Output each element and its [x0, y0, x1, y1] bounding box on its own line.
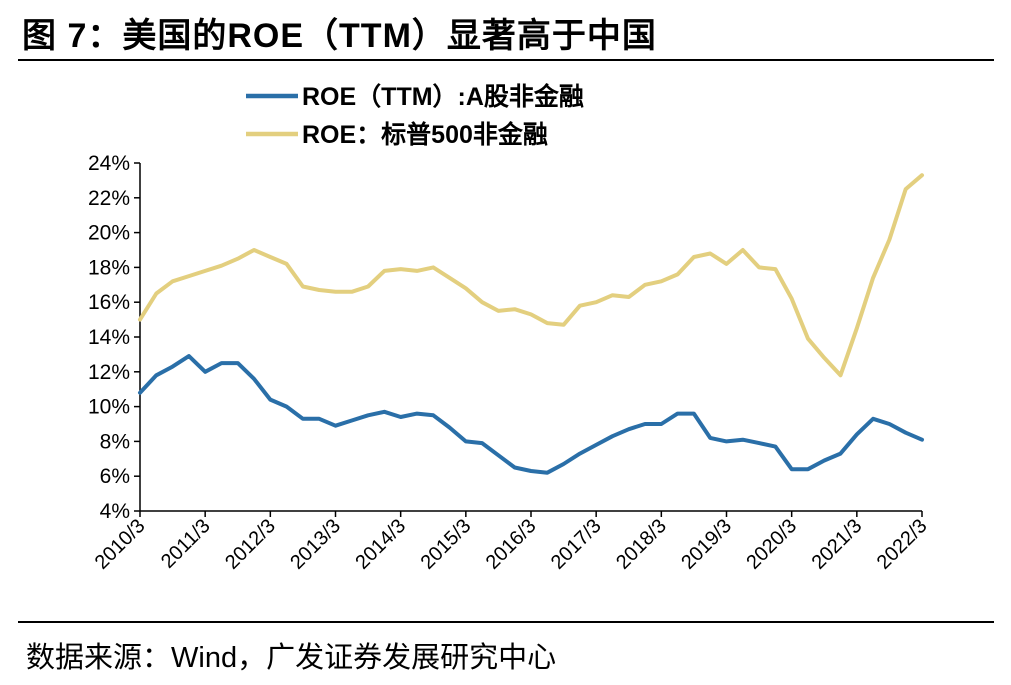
bottom-rule: [18, 621, 994, 623]
y-tick-label: 4%: [100, 500, 130, 523]
x-tick-label: 2017/3: [547, 515, 606, 574]
y-tick-label: 22%: [88, 187, 130, 210]
y-tick-label: 10%: [88, 396, 130, 419]
series-line-sp500-nonfinancial: [138, 173, 924, 378]
series-layer: [138, 173, 924, 475]
x-tick-label: 2010/3: [91, 515, 150, 574]
x-tick-label: 2011/3: [157, 515, 215, 573]
x-tick-label: 2018/3: [612, 515, 671, 574]
x-tick-label: 2019/3: [677, 515, 736, 574]
y-tick-label: 8%: [100, 430, 130, 453]
x-tick-label: 2021/3: [808, 515, 867, 574]
y-tick-label: 18%: [88, 256, 130, 279]
y-tick-label: 24%: [88, 152, 130, 175]
y-tick-label: 14%: [88, 326, 130, 349]
figure-title: 图 7：美国的ROE（TTM）显著高于中国: [22, 17, 657, 55]
x-tick-label: 2013/3: [286, 515, 345, 574]
x-tick-label: 2020/3: [742, 515, 801, 574]
y-tick-label: 12%: [88, 361, 130, 384]
x-tick-label: 2022/3: [873, 515, 932, 574]
x-tick-label: 2015/3: [417, 515, 476, 574]
y-tick-label: 6%: [100, 465, 130, 488]
y-tick-label: 16%: [88, 291, 130, 314]
x-axis: 2010/3 2011/3 2012/3 2013/3 2014/3 2015/3 2016…: [91, 510, 932, 574]
y-axis: 4% 6% 8% 10% 12% 14% 16% 18% 20% 22% 24%: [88, 152, 141, 523]
series-line-a-share-nonfinancial: [138, 354, 924, 475]
top-rule: [18, 59, 994, 61]
legend: ROE（TTM）:A股非金融 ROE：标普500非金融: [246, 82, 584, 149]
legend-label: ROE：标普500非金融: [302, 120, 548, 149]
x-tick-label: 2014/3: [351, 515, 410, 574]
legend-label: ROE（TTM）:A股非金融: [302, 82, 584, 111]
x-tick-label: 2012/3: [221, 515, 280, 574]
source-note: 数据来源：Wind，广发证券发展研究中心: [26, 642, 557, 674]
y-tick-label: 20%: [88, 222, 130, 245]
x-tick-label: 2016/3: [482, 515, 541, 574]
